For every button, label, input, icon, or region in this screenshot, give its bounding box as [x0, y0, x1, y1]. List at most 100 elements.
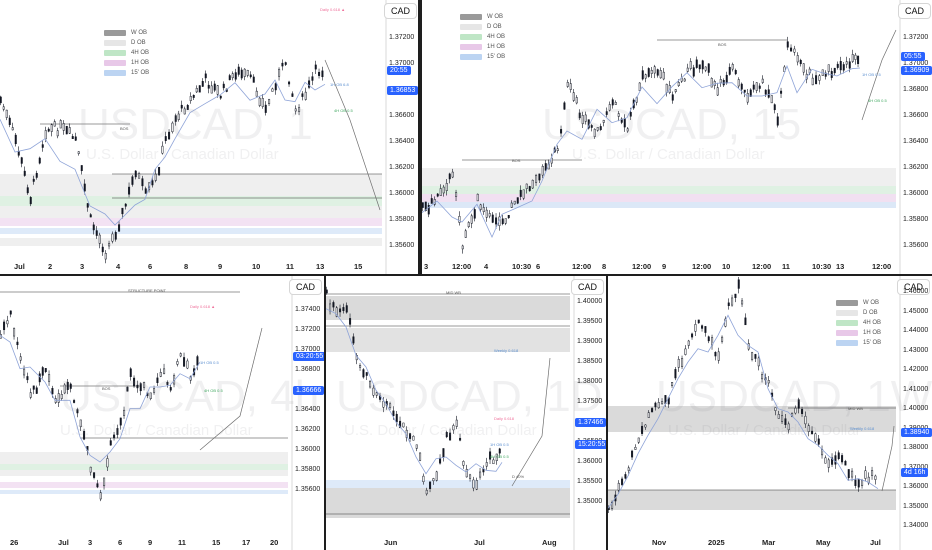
candle-body[interactable] [614, 102, 617, 105]
candle-body[interactable] [489, 451, 492, 460]
order-block-zone[interactable] [422, 186, 896, 194]
candle-body[interactable] [395, 413, 398, 423]
candle-body[interactable] [427, 205, 430, 215]
candle-body[interactable] [491, 214, 494, 223]
candle-body[interactable] [461, 245, 464, 250]
candle-body[interactable] [448, 173, 451, 180]
candle-body[interactable] [258, 97, 261, 106]
candle-body[interactable] [422, 202, 424, 208]
candle-body[interactable] [556, 148, 559, 151]
candle-body[interactable] [544, 163, 547, 171]
candle-body[interactable] [783, 66, 786, 72]
order-block-zone[interactable] [326, 328, 570, 352]
candle-body[interactable] [510, 202, 513, 208]
candle-body[interactable] [151, 180, 154, 186]
candle-body[interactable] [657, 402, 660, 409]
candle-body[interactable] [485, 462, 488, 467]
candle-body[interactable] [149, 392, 152, 399]
candle-body[interactable] [311, 76, 314, 81]
candle-body[interactable] [737, 79, 740, 87]
candle-body[interactable] [519, 189, 522, 197]
candle-body[interactable] [198, 85, 201, 93]
candle-body[interactable] [50, 124, 53, 132]
candle-body[interactable] [704, 326, 707, 333]
candle-body[interactable] [0, 96, 2, 104]
candle-body[interactable] [129, 368, 132, 377]
order-block-zone[interactable] [0, 196, 382, 206]
candle-body[interactable] [141, 178, 144, 187]
order-block-zone[interactable] [608, 490, 896, 510]
candle-body[interactable] [538, 173, 541, 181]
candle-body[interactable] [123, 409, 126, 416]
candle-body[interactable] [23, 368, 26, 376]
candle-body[interactable] [590, 125, 593, 128]
chart-canvas[interactable] [0, 0, 418, 274]
chart-annotation[interactable]: 4H OB 0.5 [868, 98, 887, 103]
chart-annotation[interactable]: 4H OB 0.5 [490, 454, 509, 459]
candle-body[interactable] [605, 111, 608, 115]
candle-body[interactable] [479, 471, 482, 478]
candle-body[interactable] [767, 380, 770, 384]
candle-body[interactable] [656, 69, 659, 76]
candle-body[interactable] [462, 461, 465, 466]
candle-body[interactable] [83, 430, 86, 440]
candle-body[interactable] [382, 400, 385, 408]
chart-annotation[interactable]: BOS [102, 386, 111, 391]
candle-body[interactable] [811, 77, 814, 86]
candle-body[interactable] [213, 83, 216, 91]
candle-body[interactable] [874, 475, 877, 480]
candle-body[interactable] [74, 136, 77, 141]
candle-body[interactable] [435, 471, 438, 481]
candle-body[interactable] [725, 74, 728, 84]
candle-body[interactable] [749, 89, 752, 97]
candle-body[interactable] [392, 410, 395, 417]
candle-body[interactable] [665, 83, 668, 93]
candle-body[interactable] [731, 297, 734, 306]
candle-body[interactable] [11, 127, 14, 131]
candle-body[interactable] [734, 293, 737, 298]
candle-body[interactable] [106, 458, 109, 468]
candle-body[interactable] [799, 59, 802, 65]
candle-body[interactable] [773, 104, 776, 111]
order-block-zone[interactable] [422, 202, 896, 208]
candle-body[interactable] [578, 112, 581, 119]
price-tag[interactable]: 1.37466 [575, 418, 606, 427]
currency-label[interactable]: CAD [899, 4, 931, 18]
chart-annotation[interactable]: Daily 0.618 [494, 416, 515, 421]
candle-body[interactable] [216, 85, 219, 95]
candle-body[interactable] [689, 61, 692, 69]
candle-body[interactable] [345, 305, 348, 313]
candle-body[interactable] [572, 92, 575, 101]
candle-body[interactable] [114, 232, 117, 240]
candle-body[interactable] [210, 85, 213, 94]
candle-body[interactable] [844, 460, 847, 466]
price-tag[interactable]: 20:55 [387, 66, 411, 75]
candle-body[interactable] [104, 252, 107, 260]
candle-body[interactable] [35, 387, 38, 394]
moving-average-line[interactable] [326, 308, 503, 475]
chart-annotation[interactable]: 1H OB 0.5 [862, 72, 881, 77]
candle-body[interactable] [472, 479, 475, 489]
candle-body[interactable] [38, 157, 41, 164]
currency-label[interactable]: CAD [898, 280, 930, 294]
candle-body[interactable] [179, 353, 182, 357]
candle-body[interactable] [174, 115, 177, 122]
candle-body[interactable] [201, 81, 204, 87]
candle-body[interactable] [728, 66, 731, 75]
candle-body[interactable] [77, 151, 80, 154]
candle-body[interactable] [651, 408, 654, 413]
candle-body[interactable] [498, 448, 501, 454]
order-block-zone[interactable] [0, 218, 382, 226]
candle-body[interactable] [402, 422, 405, 428]
candle-body[interactable] [8, 117, 11, 125]
candle-body[interactable] [563, 102, 566, 110]
price-tag[interactable]: 15:20:55 [575, 440, 606, 449]
candle-body[interactable] [492, 459, 495, 465]
candle-body[interactable] [412, 435, 415, 441]
candle-body[interactable] [432, 478, 435, 482]
chart-annotation[interactable]: 1H OB 6.8 [330, 82, 349, 87]
candle-body[interactable] [23, 170, 26, 176]
order-block-zone[interactable] [0, 238, 382, 246]
candle-body[interactable] [770, 95, 773, 104]
candle-body[interactable] [329, 303, 332, 312]
